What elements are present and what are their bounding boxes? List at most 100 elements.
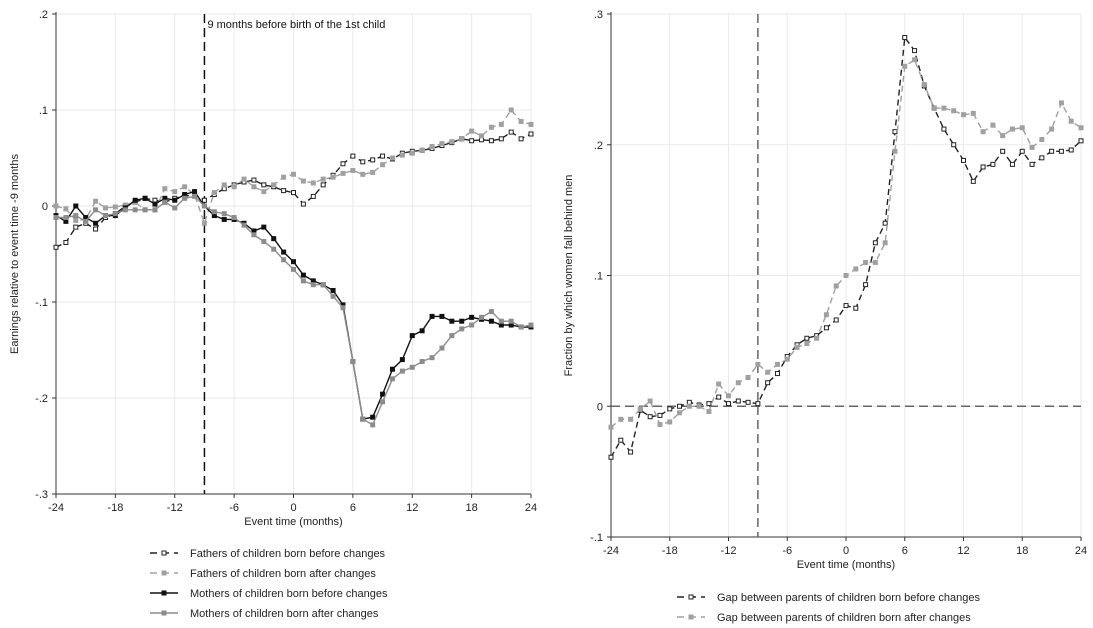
- series-3-point: [409, 333, 415, 339]
- series-1-point: [706, 401, 712, 407]
- series-4-point: [63, 215, 69, 221]
- series-2-point: [469, 128, 475, 134]
- series-1-point: [1019, 148, 1025, 154]
- legend-swatch-marker: [161, 610, 167, 616]
- series-1-point: [863, 282, 869, 288]
- series-4-point: [310, 282, 316, 288]
- series-4-point: [350, 359, 356, 365]
- series-4-point: [291, 266, 296, 272]
- series-3-point: [152, 201, 158, 207]
- series-3-point: [380, 391, 386, 397]
- series-1-point: [1000, 148, 1006, 154]
- series-2-point: [498, 121, 504, 127]
- series-3-point: [469, 314, 475, 320]
- series-2-point: [409, 150, 415, 156]
- legend-swatch-marker: [688, 594, 694, 600]
- series-1-point: [686, 399, 692, 405]
- series-3-point: [261, 224, 267, 230]
- legend-label: Gap between parents of children born aft…: [717, 612, 971, 624]
- series-2-point: [892, 148, 898, 154]
- series-1-point: [843, 303, 849, 309]
- series-2-point: [162, 186, 168, 192]
- series-4-point: [498, 318, 504, 324]
- series-4-point: [370, 422, 376, 428]
- y-tick-label: .2: [594, 140, 603, 152]
- series-2-point: [261, 189, 267, 195]
- series-2-point: [843, 273, 849, 278]
- x-tick-label: 6: [350, 502, 356, 514]
- series-4-point: [211, 209, 217, 215]
- y-tick-label: -.3: [35, 489, 48, 501]
- series-2-point: [300, 178, 306, 184]
- series-1-point: [657, 412, 663, 418]
- series-2-point: [706, 408, 712, 414]
- series-4-point: [300, 278, 306, 284]
- series-2-point: [902, 63, 908, 69]
- series-4-point: [449, 333, 455, 339]
- series-2-point: [745, 374, 751, 380]
- series-3-point: [192, 189, 198, 195]
- series-1-point: [73, 224, 79, 230]
- series-4-point: [162, 199, 168, 205]
- series-2-point: [370, 169, 376, 175]
- series-1-point: [765, 380, 771, 386]
- series-4-point: [419, 359, 425, 365]
- series-2-point: [102, 205, 108, 211]
- series-4-point: [380, 399, 386, 405]
- series-1-point: [350, 153, 356, 159]
- series-2-point: [882, 240, 888, 246]
- series-4-point: [142, 207, 148, 213]
- series-2-point: [814, 335, 820, 341]
- series-1-point: [677, 403, 683, 409]
- series-2-point: [439, 141, 445, 147]
- series-3-point: [93, 220, 99, 226]
- series-3-point: [370, 414, 376, 420]
- series-4-point: [102, 213, 108, 219]
- legend-label: Fathers of children born after changes: [190, 568, 376, 580]
- series-1-point: [93, 226, 99, 232]
- series-2-point: [419, 147, 425, 153]
- x-tick-label: -12: [167, 502, 183, 514]
- y-tick-label: 0: [597, 401, 603, 413]
- series-1-point: [360, 159, 366, 165]
- series-2-point: [1009, 126, 1015, 132]
- x-tick-label: 6: [902, 545, 908, 557]
- series-1-point: [980, 164, 986, 170]
- series-2-point: [310, 180, 316, 186]
- series-2-point: [518, 119, 524, 125]
- series-2-point: [735, 380, 741, 386]
- series-3-point: [439, 313, 445, 319]
- y-axis-label: Fraction by which women fall behind men: [563, 175, 575, 377]
- series-2-point: [970, 110, 976, 116]
- series-1-point: [1009, 161, 1015, 167]
- legend-item: Mothers of children born before changes: [150, 588, 388, 600]
- series-2-point: [271, 182, 277, 188]
- series-1-point: [745, 399, 751, 405]
- series-1-point: [804, 335, 810, 341]
- series-2-point: [241, 176, 247, 182]
- x-axis-label: Event time (months): [244, 516, 342, 528]
- series-4-point: [360, 416, 366, 422]
- series-4-point: [479, 314, 485, 320]
- series-3-point: [172, 197, 178, 203]
- series-1-point: [970, 178, 976, 184]
- series-1-point: [716, 394, 722, 400]
- series-2-point: [686, 403, 692, 409]
- series-4-point: [221, 211, 227, 217]
- series-2-point: [488, 124, 494, 130]
- reference-line-label: 9 months before birth of the 1st child: [207, 19, 385, 31]
- series-1-point: [201, 197, 207, 203]
- y-tick-label: 0: [42, 201, 48, 213]
- series-1-point: [1078, 138, 1084, 144]
- series-1-point: [990, 161, 996, 167]
- series-2-point: [221, 182, 227, 188]
- y-tick-label: -.1: [35, 297, 48, 309]
- series-1-point: [951, 142, 957, 148]
- series-1-point: [498, 136, 504, 142]
- series-4-point: [281, 257, 287, 263]
- series-2-point: [726, 393, 731, 399]
- series-2-point: [912, 57, 918, 63]
- series-4-point: [399, 368, 405, 374]
- series-1-point: [853, 305, 859, 311]
- series-1-point: [892, 129, 898, 135]
